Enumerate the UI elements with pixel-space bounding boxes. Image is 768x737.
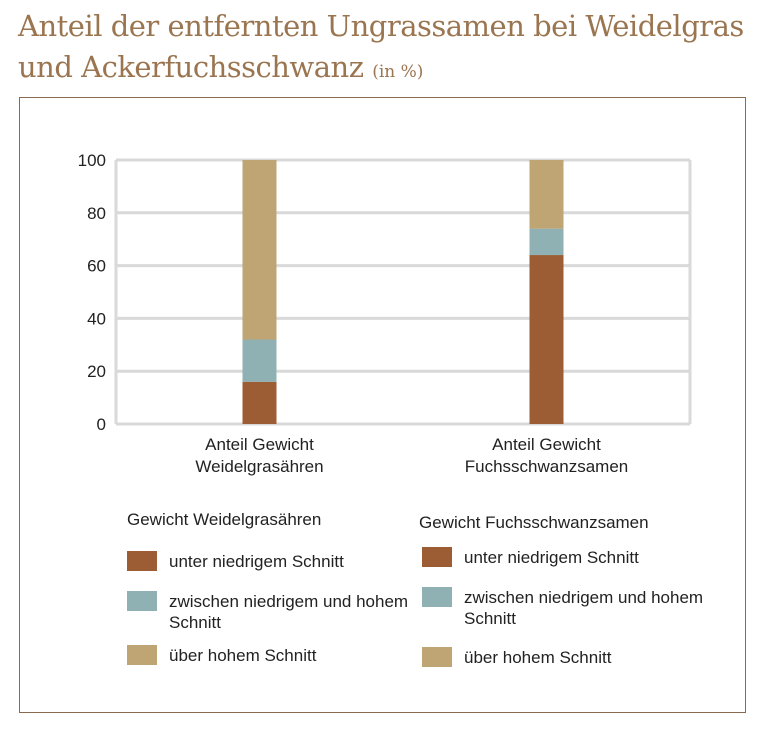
bar-segment	[529, 160, 564, 229]
y-tick-label: 40	[87, 309, 106, 328]
legend-swatch	[422, 547, 452, 567]
legend-item-weidelgras-unter: unter niedrigem Schnitt	[127, 551, 419, 572]
legend-label: zwischen niedrigem und hohem Schnitt	[169, 592, 409, 632]
legend-label: über hohem Schnitt	[169, 646, 317, 665]
bar-segment	[242, 339, 277, 382]
bar-segment	[242, 381, 277, 424]
y-tick-label: 20	[87, 362, 106, 381]
bar-segment	[529, 255, 564, 424]
legend-item-weidelgras-ueber: über hohem Schnitt	[127, 645, 419, 666]
legend-label: zwischen niedrigem und hohem Schnitt	[464, 588, 704, 628]
chart-title-unit: (in %)	[372, 62, 424, 82]
legend-swatch	[127, 645, 157, 665]
x-category-label: Fuchsschwanzsamen	[465, 457, 628, 476]
y-tick-label: 60	[87, 257, 106, 276]
y-tick-label: 0	[97, 415, 106, 434]
chart-frame	[19, 97, 746, 713]
legend-swatch	[127, 551, 157, 571]
bar-segment	[529, 228, 564, 256]
x-category-label: Anteil Gewicht	[492, 435, 601, 454]
legend-item-fuchsschwanz-ueber: über hohem Schnitt	[422, 647, 714, 668]
legend-label: unter niedrigem Schnitt	[464, 548, 639, 567]
x-category-label: Weidelgrasähren	[195, 457, 323, 476]
y-tick-label: 80	[87, 204, 106, 223]
legend-swatch	[422, 647, 452, 667]
legend-label: unter niedrigem Schnitt	[169, 552, 344, 571]
legend-label: über hohem Schnitt	[464, 648, 612, 667]
chart-title: Anteil der entfernten Ungrassamen bei We…	[18, 6, 758, 93]
legend-swatch	[422, 587, 452, 607]
legend-item-weidelgras-zwischen: zwischen niedrigem und hohem Schnitt	[127, 591, 409, 633]
legend-heading-weidelgras: Gewicht Weidelgrasähren	[127, 510, 322, 529]
legend-item-fuchsschwanz-unter: unter niedrigem Schnitt	[422, 547, 714, 568]
x-category-label: Anteil Gewicht	[205, 435, 314, 454]
legend-item-fuchsschwanz-zwischen: zwischen niedrigem und hohem Schnitt	[422, 587, 704, 629]
legend-heading-fuchsschwanz: Gewicht Fuchsschwanzsamen	[419, 513, 649, 532]
legend-swatch	[127, 591, 157, 611]
bar-segment	[242, 160, 277, 340]
y-tick-label: 100	[78, 151, 106, 170]
chart-title-text: Anteil der entfernten Ungrassamen bei We…	[18, 9, 744, 84]
